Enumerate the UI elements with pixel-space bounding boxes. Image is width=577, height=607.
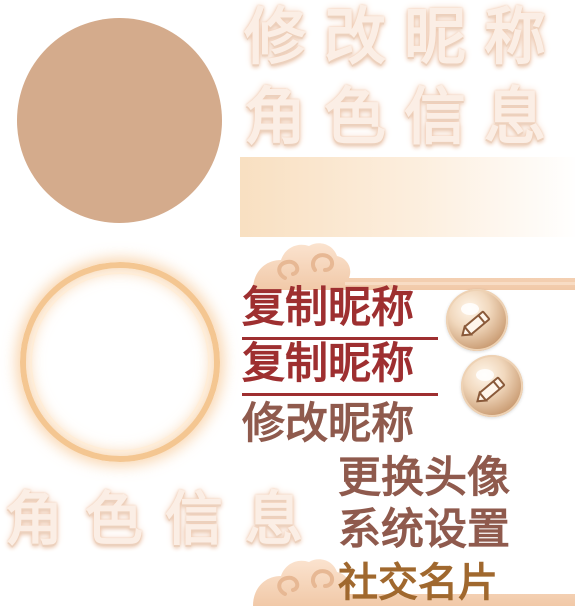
- system-settings-button[interactable]: 系统设置: [338, 505, 510, 555]
- social-card-button[interactable]: 社交名片: [338, 560, 498, 606]
- character-info-title: 角色信息: [244, 80, 565, 153]
- pencil-edit-icon: [476, 369, 505, 403]
- copy-nickname-button[interactable]: 复制昵称: [242, 283, 414, 333]
- change-avatar-button[interactable]: 更换头像: [338, 453, 510, 503]
- avatar-placeholder[interactable]: [17, 18, 222, 223]
- avatar-frame-ring: [20, 262, 220, 462]
- edit-button[interactable]: [446, 289, 508, 351]
- underline: [242, 393, 438, 396]
- avatar-frame-inner: [30, 272, 210, 452]
- name-banner: [240, 157, 575, 237]
- edit-button[interactable]: [461, 355, 523, 417]
- copy-nickname-button-pressed[interactable]: 复制昵称: [242, 339, 414, 389]
- cloud-ornament-icon: [253, 559, 575, 606]
- character-info-title-bottom: 角色信息: [5, 485, 326, 553]
- modify-nickname-button[interactable]: 修改昵称: [242, 399, 414, 449]
- cloud-ornament-icon: [253, 243, 575, 290]
- underline: [242, 337, 438, 340]
- pencil-edit-icon: [461, 303, 490, 337]
- modify-nickname-title: 修改昵称: [244, 0, 565, 73]
